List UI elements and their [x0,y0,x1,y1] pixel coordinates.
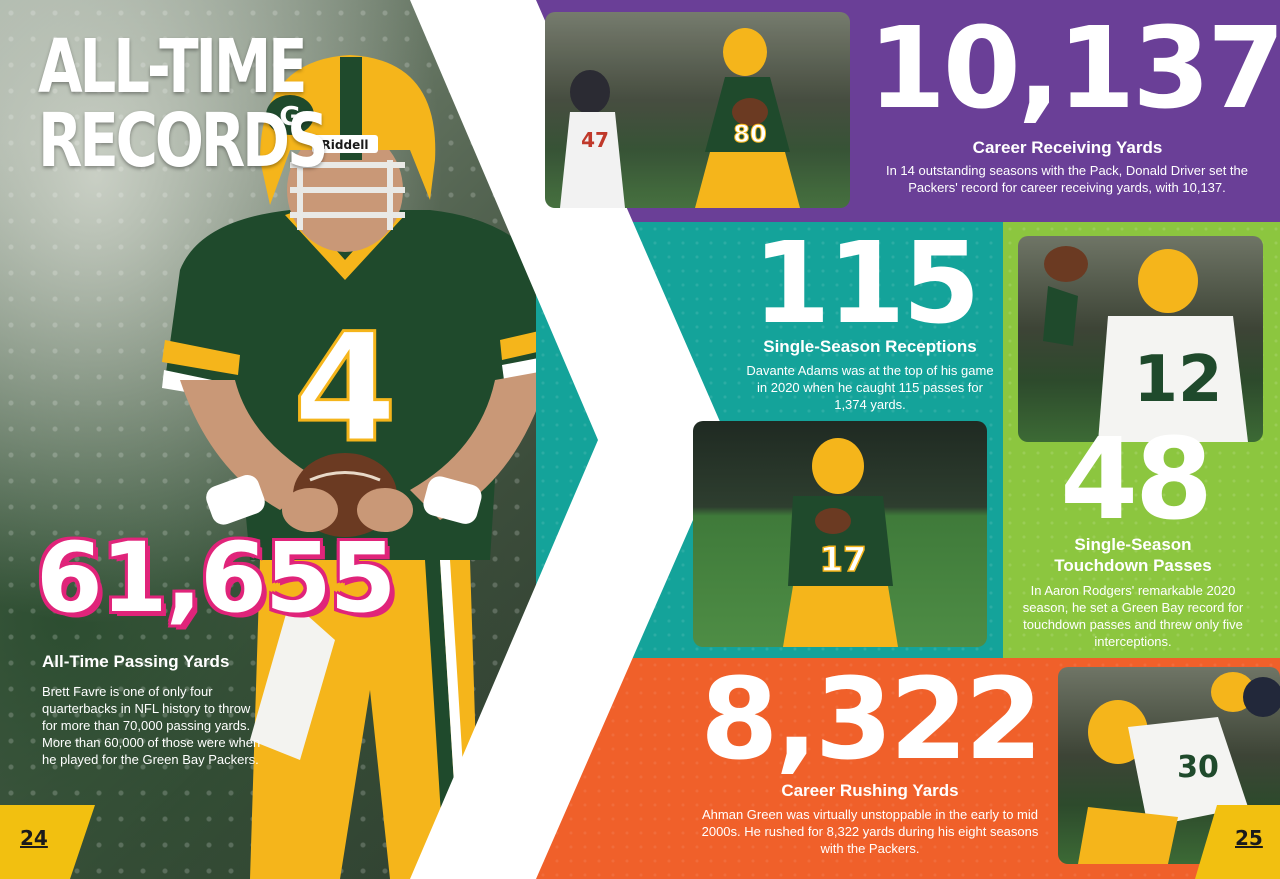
page-title: ALL-TIME RECORDS [38,24,329,184]
left-page-number: 24 [20,826,48,850]
touchdown-passes-label-line-2: Touchdown Passes [1054,556,1212,575]
receiving-yards-stat-label: Career Receiving Yards [972,138,1163,157]
left-page-number-tab [0,805,95,879]
receiving-yards-description: In 14 outstanding seasons with the Pack,… [885,163,1249,195]
rushing-yards-description: Ahman Green was virtually unstoppable in… [701,807,1039,856]
passing-yards-stat-value: 61,655 [36,522,396,634]
davante-adams-photo: 17 [693,421,987,647]
svg-text:80: 80 [733,120,766,148]
helmet-brand-label: Riddell [322,138,369,152]
receptions-stat-value: 115 [752,219,981,349]
jersey-number: 4 [293,302,397,476]
adams-jersey-number: 17 [819,540,866,580]
receptions-stat-label: Single-Season Receptions [763,337,977,356]
donald-driver-photo: 47 80 [545,12,850,208]
green-jersey-number: 30 [1177,750,1219,785]
aaron-rodgers-photo: 12 [1018,236,1263,442]
passing-yards-stat-label: All-Time Passing Yards [42,652,230,671]
passing-yards-description: Brett Favre is one of only four quarterb… [42,684,261,767]
receptions-description: Davante Adams was at the top of his game… [746,363,994,412]
receiving-yards-stat-value: 10,137 [868,4,1280,134]
touchdown-passes-stat-value: 48 [1060,415,1213,545]
svg-text:47: 47 [581,128,609,152]
touchdown-passes-description: In Aaron Rodgers' remarkable 2020 season… [1022,583,1244,649]
title-line-1: ALL-TIME [38,24,308,110]
rodgers-jersey-number: 12 [1133,343,1222,417]
rushing-yards-stat-value: 8,322 [700,655,1042,785]
rushing-yards-stat-label: Career Rushing Yards [781,781,959,800]
touchdown-passes-label-line-1: Single-Season [1074,535,1192,554]
right-page-number: 25 [1235,826,1263,850]
svg-text:G: G [279,102,300,132]
right-page-number-tab [1195,805,1280,879]
title-line-2: RECORDS [38,98,329,184]
